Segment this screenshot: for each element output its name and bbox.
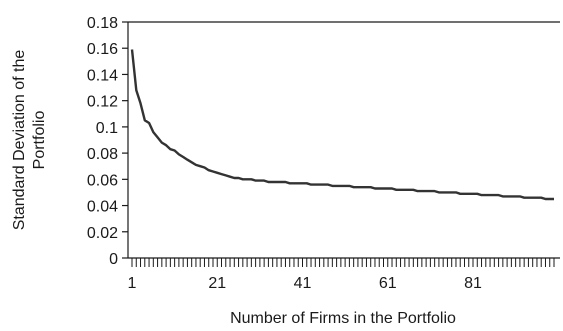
y-tick-label: 0.06 [87,172,118,189]
x-tick-label: 1 [128,275,137,292]
y-tick-label: 0.16 [87,41,118,58]
x-tick-label: 81 [464,275,482,292]
y-axis-label-line-2: Portfolio [31,111,48,170]
series-line [130,49,554,201]
y-axis-ticks: 0 0.02 0.04 0.06 0.08 0.1 0.12 0.14 0.16 0.18 [87,15,128,268]
y-tick-label: 0 [109,251,118,268]
y-tick-label: 0.04 [87,199,118,216]
y-tick-label: 0.14 [87,67,118,84]
y-axis-label-line-1: Standard Deviation of the [11,50,28,231]
y-axis-label: Standard Deviation of the Portfolio [11,50,48,231]
y-tick-label: 0.08 [87,146,118,163]
x-axis-label: Number of Firms in the Portfolio [230,310,456,327]
x-tick-label: 41 [294,275,312,292]
x-tick-label: 21 [208,275,226,292]
x-axis-ticks: 1 21 41 61 81 [128,258,555,292]
y-tick-label: 0.18 [87,15,118,32]
y-tick-label: 0.1 [96,120,118,137]
y-tick-label: 0.02 [87,225,118,242]
y-tick-label: 0.12 [87,94,118,111]
x-tick-label: 61 [379,275,397,292]
